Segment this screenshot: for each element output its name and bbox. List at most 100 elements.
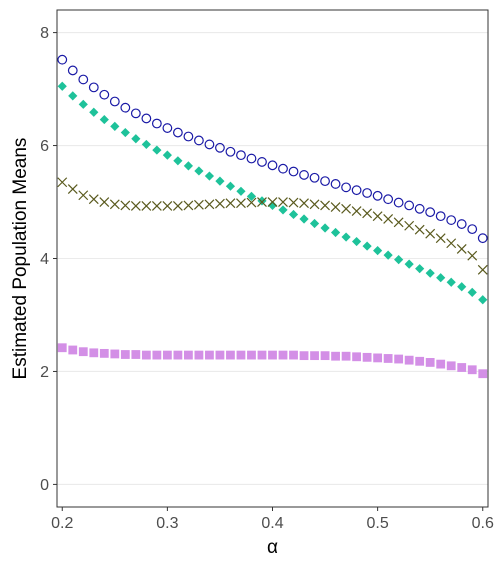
data-point-diamond [78, 99, 88, 109]
data-point-circle [299, 170, 309, 180]
x-tick-label: 0.5 [366, 515, 388, 532]
data-point-circle [183, 131, 194, 142]
data-points [57, 54, 488, 379]
data-point-square [247, 350, 256, 360]
data-point-diamond [362, 241, 372, 251]
data-point-square [68, 345, 78, 355]
data-point-diamond [68, 91, 78, 101]
data-point-x [278, 197, 288, 207]
data-point-square [236, 350, 246, 360]
data-point-diamond [351, 236, 362, 247]
x-axis-title: α [267, 537, 278, 558]
data-point-circle [351, 185, 362, 196]
data-point-square [131, 350, 141, 359]
data-point-x [435, 233, 446, 244]
data-point-square [436, 359, 446, 369]
data-point-circle [288, 166, 299, 177]
data-point-diamond [89, 107, 99, 117]
data-point-circle [151, 118, 162, 129]
data-point-circle [362, 188, 373, 198]
data-point-x [456, 243, 467, 254]
data-point-circle [78, 74, 89, 85]
data-point-diamond [267, 200, 278, 211]
data-point-square [162, 350, 172, 360]
data-point-diamond [288, 209, 299, 220]
data-point-diamond [320, 223, 330, 233]
data-point-square [404, 355, 414, 365]
data-point-diamond [236, 186, 246, 196]
data-point-circle [404, 200, 415, 211]
data-point-x [341, 203, 352, 214]
data-point-x [288, 197, 299, 208]
series-diamond [57, 81, 488, 305]
data-point-square [373, 353, 383, 363]
data-point-diamond [457, 282, 467, 292]
data-point-diamond [415, 264, 425, 274]
data-point-x [351, 206, 362, 216]
data-point-x [120, 200, 131, 211]
data-point-circle [383, 194, 394, 205]
data-point-diamond [394, 255, 404, 265]
data-point-diamond [194, 166, 204, 176]
data-point-diamond [478, 295, 488, 305]
data-point-square [425, 358, 435, 367]
data-point-x [88, 194, 99, 205]
data-point-square [478, 369, 488, 379]
data-point-diamond [446, 277, 456, 287]
data-point-circle [172, 127, 183, 138]
data-point-circle [477, 233, 488, 244]
data-point-x [362, 208, 373, 219]
data-point-square [299, 351, 309, 361]
data-point-square [89, 348, 99, 358]
data-point-square [352, 352, 361, 362]
data-point-x [141, 201, 152, 211]
data-point-circle [309, 172, 320, 183]
data-point-diamond [152, 145, 162, 155]
data-point-diamond [246, 191, 257, 201]
data-point-diamond [120, 127, 130, 138]
data-point-diamond [425, 268, 435, 278]
data-point-circle [88, 82, 99, 93]
x-tick-label: 0.6 [472, 515, 494, 532]
data-point-circle [109, 96, 120, 107]
data-point-x [446, 238, 457, 249]
data-point-circle [341, 182, 351, 193]
data-point-x [425, 228, 436, 239]
data-point-diamond [257, 196, 267, 206]
data-point-x [372, 211, 383, 222]
data-point-x [320, 200, 330, 211]
data-point-circle [225, 146, 236, 157]
data-point-circle [246, 153, 257, 164]
data-point-square [226, 350, 235, 360]
data-point-circle [330, 179, 341, 189]
series-square [57, 343, 488, 379]
data-point-square [310, 351, 319, 361]
data-point-square [320, 351, 330, 361]
data-point-diamond [215, 176, 225, 186]
data-point-circle [67, 65, 78, 76]
x-tick-label: 0.3 [156, 515, 178, 532]
data-point-diamond [225, 181, 236, 191]
data-point-diamond [278, 205, 288, 215]
data-point-circle [320, 176, 330, 187]
data-point-x [130, 201, 141, 211]
series-open-circle [57, 54, 488, 244]
data-point-x [309, 199, 320, 210]
data-point-square [467, 365, 477, 375]
data-point-x [204, 199, 215, 210]
y-tick-label: 4 [40, 251, 49, 268]
data-point-x [383, 214, 394, 224]
data-point-diamond [183, 161, 194, 171]
data-point-square [152, 350, 162, 360]
data-point-diamond [162, 150, 172, 160]
data-point-diamond [341, 232, 351, 242]
data-point-x [477, 264, 488, 275]
data-point-square [120, 350, 130, 359]
data-point-circle [57, 54, 68, 65]
data-point-square [415, 356, 425, 366]
data-point-circle [435, 211, 446, 222]
data-point-diamond [57, 81, 67, 91]
data-point-diamond [309, 218, 320, 229]
data-point-square [110, 349, 120, 359]
